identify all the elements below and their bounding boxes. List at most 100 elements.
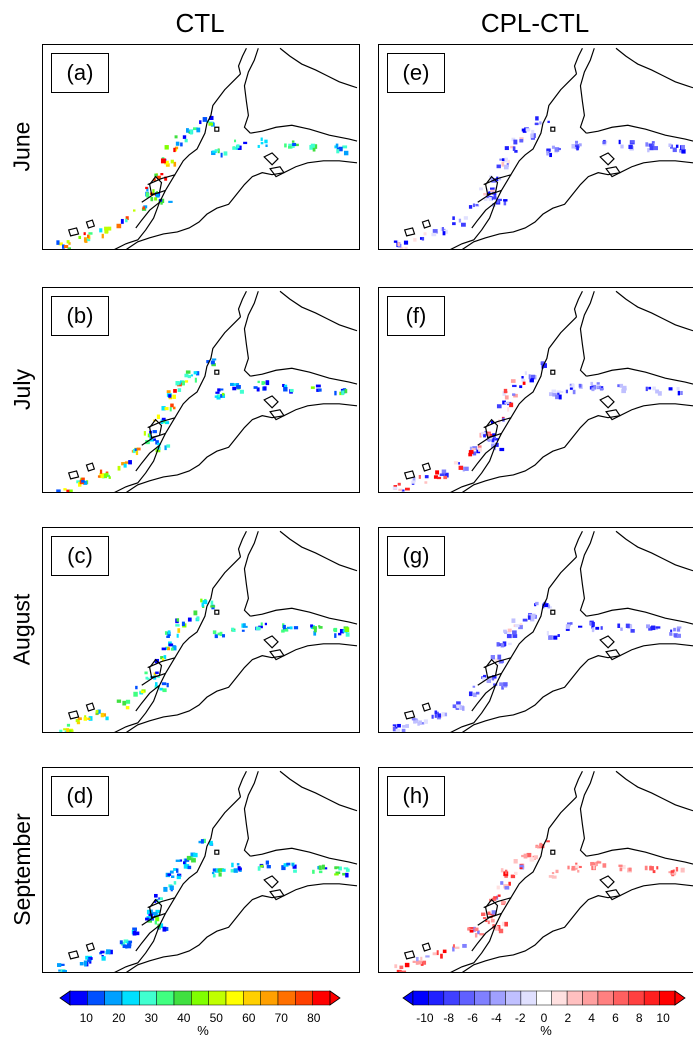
colorbar-swatch [551,990,568,1006]
ice-cell [83,237,87,242]
coastline [586,124,693,142]
ice-cell [103,713,107,717]
ice-cell [513,393,518,398]
ice-cell [501,900,506,904]
ice-cell [452,216,455,220]
ice-cell [558,147,562,151]
ice-cell [255,626,261,631]
ice-cell [318,865,322,870]
ice-cell [292,864,297,869]
ice-cell [153,438,156,441]
colorbar-tick-label: 40 [177,1011,191,1025]
ice-cell [413,238,417,242]
ice-cell [172,394,176,399]
ice-cell [160,202,163,205]
ice-cell [232,386,237,391]
ice-cell [402,725,406,728]
coastline [250,124,358,142]
ice-cell [418,474,421,479]
ice-cell [312,626,317,630]
ice-cell [214,868,220,873]
ice-cell [443,712,448,717]
island-outline [269,409,285,421]
ice-cell [313,627,317,633]
ice-cell [288,145,292,149]
ice-cell [166,635,170,638]
coastline [483,174,512,186]
ice-cell [140,690,145,694]
ice-cell [558,394,562,400]
ice-cell [676,386,680,391]
ice-cell [681,149,686,154]
ice-cell [208,122,213,126]
ice-cell [232,629,236,632]
ice-cell [512,393,516,396]
ice-cell [502,159,508,163]
ice-cell [512,634,518,638]
row-label-july: July [8,368,35,410]
colorbar-swatch [87,990,105,1006]
ice-cell [578,143,582,147]
ice-cell [531,129,535,134]
ice-cell [399,246,404,249]
baltic-sea-map [56,47,358,249]
ice-cell [210,605,216,608]
ice-cell [443,475,448,480]
ice-cell [489,436,493,440]
ice-cell [317,388,322,392]
ice-cell [132,449,136,454]
ice-cell [66,723,71,727]
ice-cell [136,447,141,451]
ice-cell [630,140,635,144]
coastline [125,160,358,249]
colorbar-extend-high [329,990,341,1006]
colorbar-swatch [191,990,209,1006]
coastline [250,847,358,865]
colorbar-tick-label: -10 [416,1011,434,1025]
ice-cell [128,460,132,465]
ice-cell [405,724,410,728]
ice-cell [171,875,175,878]
ice-cell [569,387,573,390]
ice-cell [143,205,148,209]
ice-cell [193,610,198,616]
ice-cell [154,682,158,687]
ice-cell [260,137,263,141]
ice-cell [177,388,182,392]
ice-cell [121,462,125,466]
ice-cell [221,634,226,638]
ice-cell [592,865,596,870]
ice-cell [286,862,291,866]
ice-cell [243,623,246,628]
ice-cell [257,380,260,384]
ice-cell [437,713,442,718]
ice-cell [500,643,505,648]
ice-cell [508,642,512,646]
ice-cell [512,384,517,388]
ice-cell [263,386,267,391]
coastline [114,796,241,972]
ice-cell [649,146,654,151]
ice-cell [403,970,407,972]
ice-cell [196,371,200,376]
colorbar-swatch [173,990,192,1006]
ice-cell [411,717,416,721]
ice-cell [491,437,495,443]
ice-cell [504,157,508,160]
ice-cell [440,953,443,959]
ice-cell [157,442,162,446]
ice-cell [679,149,683,153]
ice-cell [83,232,86,236]
ice-cell [104,226,109,231]
island-outline [214,849,220,855]
ice-cell [394,964,398,969]
ice-cell [217,868,223,872]
ice-cell [507,628,512,633]
ice-cell [124,461,130,464]
ice-cell [519,623,523,626]
ice-cell [454,946,460,949]
ice-cell [498,198,502,201]
ice-cell [106,949,111,955]
ice-cell [680,390,683,395]
ice-cell [116,699,122,703]
